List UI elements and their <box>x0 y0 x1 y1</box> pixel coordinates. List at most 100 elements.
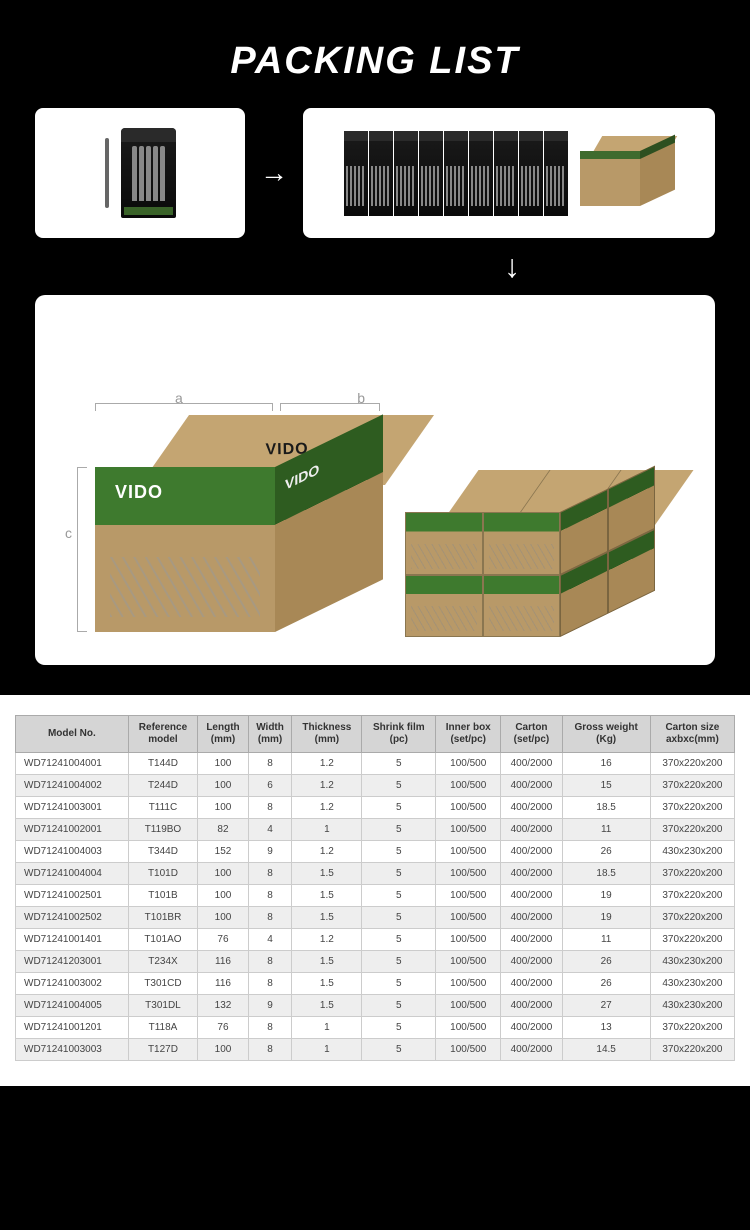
table-cell: 400/2000 <box>501 1039 562 1061</box>
table-cell: 18.5 <box>562 797 650 819</box>
table-header-cell: Width(mm) <box>248 716 292 753</box>
table-cell: 1 <box>292 1017 362 1039</box>
table-cell: WD71241001201 <box>16 1017 129 1039</box>
table-cell: 5 <box>362 841 436 863</box>
table-header-cell: Gross weight(Kg) <box>562 716 650 753</box>
table-cell: 400/2000 <box>501 841 562 863</box>
grouped-pack-card <box>303 108 715 238</box>
table-cell: 76 <box>198 929 249 951</box>
table-cell: T344D <box>128 841 197 863</box>
dimension-label-c: c <box>65 525 72 541</box>
table-row: WD71241001401T101AO7641.25100/500400/200… <box>16 929 735 951</box>
table-cell: 27 <box>562 995 650 1017</box>
table-row: WD71241004001T144D10081.25100/500400/200… <box>16 753 735 775</box>
arrow-right-icon: → <box>260 157 288 189</box>
table-cell: 19 <box>562 885 650 907</box>
table-cell: 8 <box>248 797 292 819</box>
table-row: WD71241002502T101BR10081.55100/500400/20… <box>16 907 735 929</box>
table-cell: WD71241004002 <box>16 775 129 797</box>
table-row: WD71241003002T301CD11681.55100/500400/20… <box>16 973 735 995</box>
table-cell: 116 <box>198 951 249 973</box>
table-header-cell: Length(mm) <box>198 716 249 753</box>
table-cell: 1.2 <box>292 797 362 819</box>
table-cell: 1.5 <box>292 863 362 885</box>
single-blade-illustration <box>105 138 109 208</box>
table-row: WD71241003003T127D100815100/500400/20001… <box>16 1039 735 1061</box>
table-cell: T101BR <box>128 907 197 929</box>
table-cell: 19 <box>562 907 650 929</box>
table-row: WD71241004002T244D10061.25100/500400/200… <box>16 775 735 797</box>
table-cell: 1.2 <box>292 841 362 863</box>
table-cell: 5 <box>362 929 436 951</box>
dimension-label-b: b <box>357 390 365 406</box>
table-cell: 152 <box>198 841 249 863</box>
table-cell: 76 <box>198 1017 249 1039</box>
table-cell: 9 <box>248 995 292 1017</box>
table-cell: 370x220x200 <box>650 907 734 929</box>
table-cell: 8 <box>248 907 292 929</box>
table-cell: 100 <box>198 863 249 885</box>
page-title: PACKING LIST <box>0 40 750 83</box>
table-cell: 400/2000 <box>501 753 562 775</box>
table-cell: 400/2000 <box>501 1017 562 1039</box>
table-cell: 370x220x200 <box>650 929 734 951</box>
packing-flow-row: → <box>0 108 750 238</box>
blister-pack-illustration <box>121 128 176 218</box>
table-cell: 100/500 <box>436 885 501 907</box>
table-cell: 8 <box>248 951 292 973</box>
table-cell: 8 <box>248 973 292 995</box>
table-cell: T101B <box>128 885 197 907</box>
table-cell: 1.2 <box>292 753 362 775</box>
table-cell: 1.2 <box>292 775 362 797</box>
table-cell: T118A <box>128 1017 197 1039</box>
table-cell: 8 <box>248 885 292 907</box>
table-cell: T127D <box>128 1039 197 1061</box>
table-cell: T234X <box>128 951 197 973</box>
table-row: WD71241004004T101D10081.55100/500400/200… <box>16 863 735 885</box>
table-cell: 400/2000 <box>501 775 562 797</box>
table-cell: 1.5 <box>292 973 362 995</box>
table-cell: T301DL <box>128 995 197 1017</box>
spec-table: Model No.ReferencemodelLength(mm)Width(m… <box>15 715 735 1061</box>
table-cell: 370x220x200 <box>650 753 734 775</box>
table-row: WD71241004003T344D15291.25100/500400/200… <box>16 841 735 863</box>
table-cell: WD71241004001 <box>16 753 129 775</box>
table-cell: 100/500 <box>436 907 501 929</box>
table-cell: 370x220x200 <box>650 1017 734 1039</box>
table-cell: 13 <box>562 1017 650 1039</box>
table-cell: 9 <box>248 841 292 863</box>
table-cell: 14.5 <box>562 1039 650 1061</box>
table-cell: 370x220x200 <box>650 885 734 907</box>
table-cell: T101AO <box>128 929 197 951</box>
table-cell: 100/500 <box>436 951 501 973</box>
table-cell: WD71241003002 <box>16 973 129 995</box>
table-cell: 5 <box>362 819 436 841</box>
table-cell: T244D <box>128 775 197 797</box>
table-cell: T101D <box>128 863 197 885</box>
table-cell: 400/2000 <box>501 995 562 1017</box>
table-cell: 400/2000 <box>501 907 562 929</box>
table-cell: T111C <box>128 797 197 819</box>
table-cell: 116 <box>198 973 249 995</box>
table-cell: 5 <box>362 885 436 907</box>
single-pack-card <box>35 108 245 238</box>
table-header-cell: Thickness(mm) <box>292 716 362 753</box>
table-cell: 100 <box>198 1039 249 1061</box>
table-cell: 400/2000 <box>501 819 562 841</box>
table-cell: 100/500 <box>436 973 501 995</box>
table-cell: 430x230x200 <box>650 995 734 1017</box>
table-cell: 400/2000 <box>501 863 562 885</box>
table-cell: 8 <box>248 753 292 775</box>
table-cell: 370x220x200 <box>650 863 734 885</box>
table-cell: 400/2000 <box>501 929 562 951</box>
table-cell: 100 <box>198 775 249 797</box>
table-row: WD71241004005T301DL13291.55100/500400/20… <box>16 995 735 1017</box>
table-cell: 26 <box>562 841 650 863</box>
table-cell: 430x230x200 <box>650 841 734 863</box>
table-cell: 100/500 <box>436 1017 501 1039</box>
table-cell: 100/500 <box>436 863 501 885</box>
table-row: WD71241001201T118A76815100/500400/200013… <box>16 1017 735 1039</box>
table-cell: 100/500 <box>436 819 501 841</box>
multi-blister-illustration <box>344 131 568 216</box>
table-cell: WD71241001401 <box>16 929 129 951</box>
